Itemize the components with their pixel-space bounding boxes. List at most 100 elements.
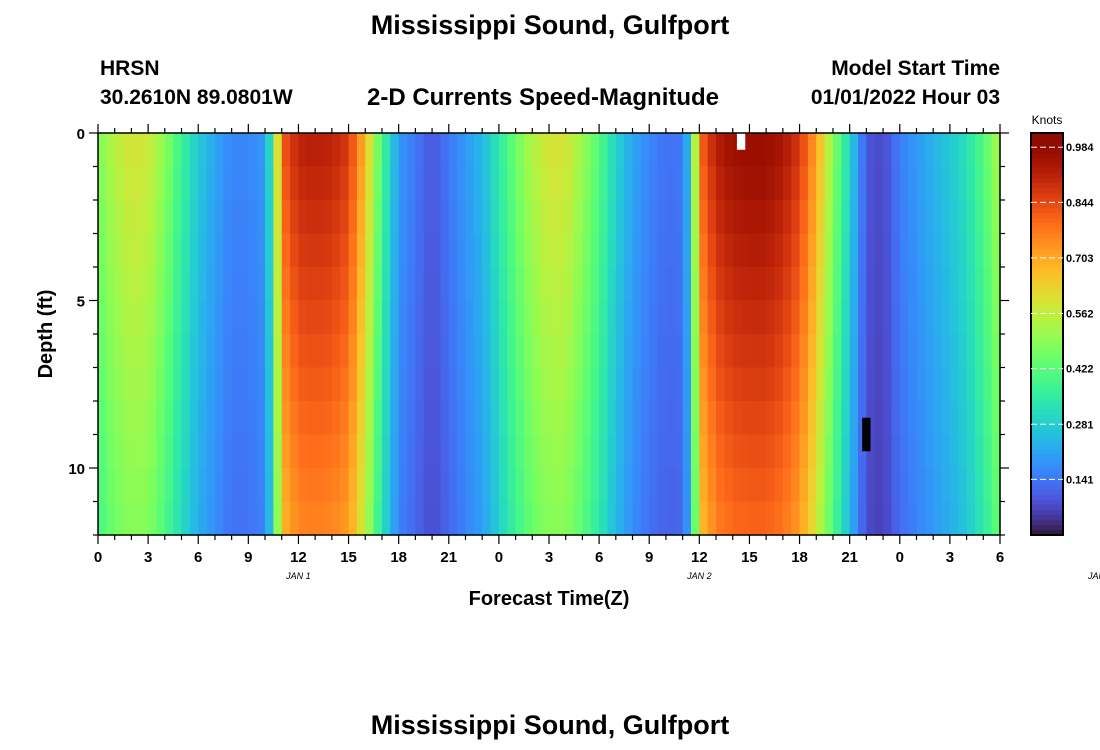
heatmap-cell (590, 367, 600, 402)
heatmap-cell (306, 501, 316, 536)
heatmap-cell (791, 267, 801, 302)
heatmap-cell (607, 367, 617, 402)
heatmap-cell (139, 434, 149, 469)
heatmap-cell (916, 133, 926, 168)
heatmap-cell (248, 166, 258, 201)
heatmap-cell (774, 367, 784, 402)
heatmap-cell (457, 133, 467, 168)
heatmap-cell (849, 367, 859, 402)
heatmap-cell (281, 367, 291, 402)
heatmap-cell (632, 367, 642, 402)
colorbar-swatch (1031, 409, 1063, 416)
heatmap-cell (724, 233, 734, 268)
heatmap-cell (214, 367, 224, 402)
heatmap-cell (966, 233, 976, 268)
heatmap-cell (582, 367, 592, 402)
heatmap-cell (298, 233, 308, 268)
heatmap-cell (574, 501, 584, 536)
heatmap-cell (774, 434, 784, 469)
heatmap-cell (490, 501, 500, 536)
heatmap-cell (457, 434, 467, 469)
heatmap-cell (665, 367, 675, 402)
heatmap-cell (883, 233, 893, 268)
heatmap-cell (206, 434, 216, 469)
heatmap-cell (256, 501, 266, 536)
heatmap-cell (98, 233, 107, 268)
heatmap-cell (690, 300, 700, 335)
heatmap-cell (373, 267, 383, 302)
colorbar-swatch (1031, 143, 1063, 149)
heatmap-cell (665, 401, 675, 436)
heatmap-cell (540, 468, 550, 503)
heatmap-cell (841, 468, 851, 503)
heatmap-cell (732, 300, 742, 335)
heatmap-cell (423, 434, 433, 469)
heatmap-cell (682, 334, 692, 369)
heatmap-cell (607, 300, 617, 335)
heatmap-cell (574, 367, 584, 402)
heatmap-cell (716, 501, 725, 536)
heatmap-cell (148, 434, 158, 469)
heatmap-cell (415, 468, 425, 503)
heatmap-cell (407, 401, 416, 436)
heatmap-cell (824, 468, 834, 503)
heatmap-cell (189, 367, 199, 402)
heatmap-cell (273, 267, 283, 302)
heatmap-cell (507, 501, 517, 536)
heatmap-cell (574, 200, 584, 235)
heatmap-cell (549, 334, 558, 369)
heatmap-cell (891, 200, 901, 235)
heatmap-cell (640, 200, 650, 235)
heatmap-cell (473, 501, 483, 536)
heatmap-cell (799, 401, 809, 436)
heatmap-cell (966, 367, 976, 402)
heatmap-cell (899, 334, 909, 369)
heatmap-missing-cell (736, 133, 746, 150)
heatmap-cell (732, 334, 742, 369)
x-tick-label: 6 (996, 549, 1004, 566)
heatmap-cell (749, 300, 759, 335)
heatmap-cell (916, 267, 926, 302)
heatmap-cell (248, 133, 258, 168)
heatmap-cell (381, 200, 391, 235)
heatmap-cell (482, 401, 492, 436)
heatmap-cell (106, 501, 116, 536)
heatmap-cell (498, 233, 508, 268)
heatmap-cell (273, 166, 283, 201)
colorbar-swatch (1031, 354, 1063, 360)
colorbar-swatch (1031, 278, 1063, 285)
heatmap-cell (849, 468, 859, 503)
heatmap-cell (131, 401, 141, 436)
heatmap-cell (782, 200, 792, 235)
heatmap-cell (899, 468, 909, 503)
heatmap-cell (214, 133, 224, 168)
heatmap-cell (958, 401, 968, 436)
heatmap-cell (139, 166, 149, 201)
heatmap-cell (206, 468, 216, 503)
heatmap-cell (407, 334, 416, 369)
heatmap-cell (189, 434, 199, 469)
heatmap-cell (248, 200, 258, 235)
heatmap-cell (356, 334, 366, 369)
heatmap-cell (741, 300, 751, 335)
heatmap-cell (849, 200, 859, 235)
heatmap-cell (832, 401, 842, 436)
x-tick-label: 0 (94, 549, 102, 566)
heatmap-cell (507, 200, 517, 235)
heatmap-cell (231, 367, 241, 402)
heatmap-cell (716, 367, 725, 402)
heatmap-cell (599, 367, 609, 402)
heatmap-cell (816, 200, 826, 235)
heatmap-cell (924, 233, 934, 268)
heatmap-cell (331, 200, 341, 235)
heatmap-cell (348, 166, 358, 201)
heatmap-cell (540, 367, 550, 402)
heatmap-cell (148, 334, 158, 369)
heatmap-cell (699, 334, 709, 369)
heatmap-cell (423, 200, 433, 235)
heatmap-cell (816, 334, 826, 369)
heatmap-cell (933, 200, 943, 235)
heatmap-cell (782, 233, 792, 268)
heatmap-cell (457, 501, 467, 536)
heatmap-cell (498, 367, 508, 402)
